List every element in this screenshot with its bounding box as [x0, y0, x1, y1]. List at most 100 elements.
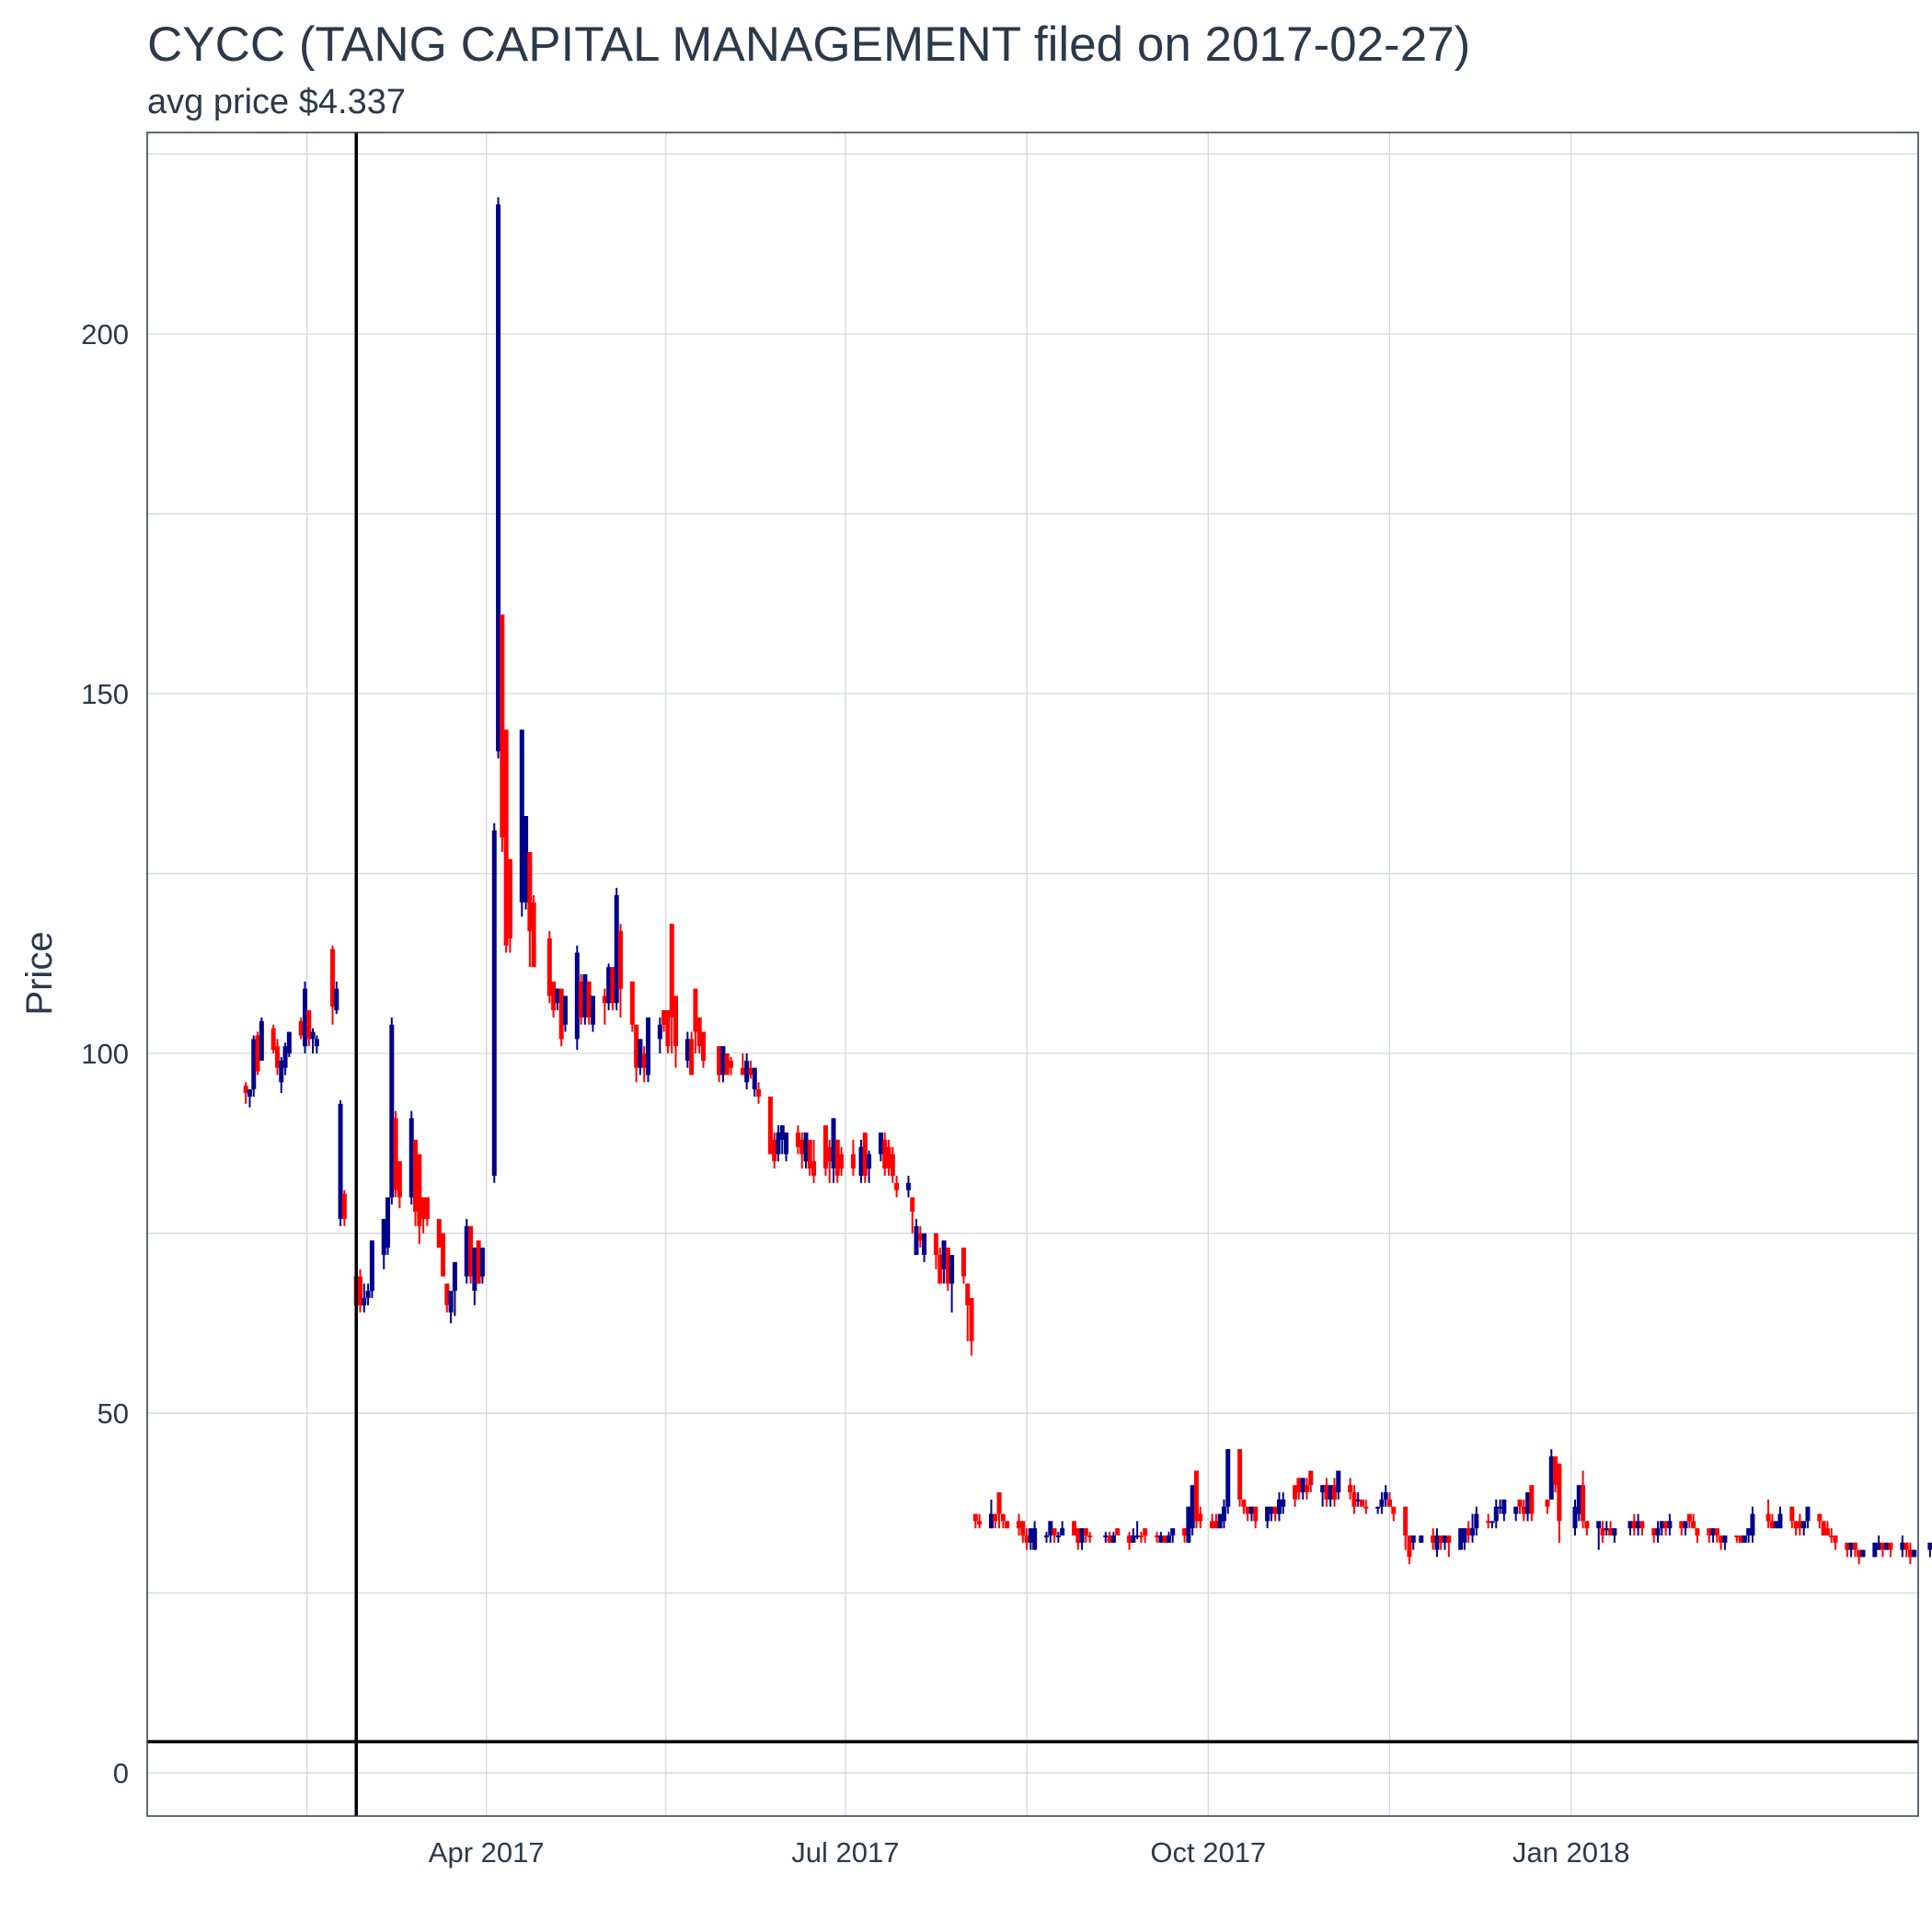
candle-body [965, 1283, 971, 1305]
candle-body [1833, 1535, 1838, 1543]
candle-body [1000, 1513, 1006, 1522]
candle-body [338, 1103, 343, 1219]
candle-body [617, 931, 623, 989]
candle-body [1824, 1528, 1830, 1535]
candle-body [1927, 1542, 1932, 1550]
candle-body [574, 952, 580, 1040]
candle-body [1600, 1528, 1605, 1535]
candle-body [1821, 1521, 1826, 1535]
candle-body [1553, 1455, 1558, 1486]
candle-body [365, 1291, 371, 1298]
candle-body [1636, 1521, 1641, 1529]
candle-body [1513, 1506, 1519, 1514]
candle-body [858, 1146, 864, 1176]
candle-body [1667, 1521, 1673, 1529]
candle-body [389, 1024, 395, 1198]
y-tick-label: 100 [81, 1038, 129, 1070]
candle-body [1028, 1528, 1033, 1543]
candle-body [969, 1297, 974, 1341]
candle-body [752, 1067, 757, 1090]
candle-body [977, 1521, 983, 1525]
candle-body [993, 1513, 998, 1522]
candle-body [1604, 1528, 1609, 1531]
candle-body [1572, 1506, 1578, 1529]
candle-body [251, 1039, 257, 1090]
candle-body [756, 1089, 762, 1097]
candle-body [1888, 1542, 1893, 1550]
candle-body [1631, 1521, 1637, 1529]
candle-body [1655, 1528, 1661, 1535]
candle-body [1793, 1521, 1799, 1529]
candle-body [1900, 1542, 1905, 1550]
candle-body [886, 1146, 891, 1169]
candle-body [1110, 1535, 1116, 1543]
candle-body [1115, 1528, 1121, 1535]
candle-body [1805, 1506, 1811, 1522]
candle-body [358, 1276, 363, 1305]
candle-body [1032, 1528, 1038, 1550]
candle-body [960, 1248, 966, 1277]
candle-body [1707, 1528, 1712, 1535]
candle-body [1387, 1499, 1393, 1507]
candle-body [1087, 1535, 1093, 1537]
candle-body [717, 1046, 722, 1075]
candle-body [1072, 1521, 1077, 1535]
candle-body [894, 1182, 900, 1190]
candle-body [1596, 1521, 1602, 1529]
candle-body [1410, 1535, 1416, 1543]
candle-body [1498, 1506, 1503, 1509]
candle-body [1750, 1513, 1755, 1535]
candle-body [1434, 1535, 1440, 1550]
candle-body [1048, 1521, 1053, 1535]
candle-body [807, 1139, 812, 1169]
candle-body [665, 1010, 671, 1047]
candle-body [1797, 1521, 1802, 1529]
x-tick-label: Jan 2018 [1512, 1836, 1630, 1869]
candle-body [1829, 1535, 1834, 1537]
candle-body [1143, 1528, 1148, 1535]
x-tick-label: Apr 2017 [429, 1836, 545, 1869]
candle-body [579, 981, 584, 1018]
candle-body [1055, 1535, 1061, 1537]
candle-body [724, 1053, 730, 1075]
candle-body [1134, 1535, 1140, 1537]
candle-body [1363, 1506, 1369, 1509]
candle-body [1331, 1485, 1337, 1500]
candle-body [1525, 1492, 1531, 1514]
candle-body [917, 1233, 923, 1241]
candle-body [1774, 1521, 1779, 1529]
candle-body [1714, 1528, 1719, 1535]
candle-body [1884, 1542, 1890, 1550]
candle-body [831, 1118, 836, 1169]
candle-body [1419, 1535, 1424, 1543]
candle-body [914, 1225, 919, 1255]
candle-body [1375, 1506, 1381, 1509]
candle-body [1300, 1478, 1305, 1493]
candle-body [1391, 1506, 1397, 1514]
candle-body [1912, 1549, 1917, 1558]
candle-body [472, 1248, 477, 1292]
candle-body [776, 1133, 781, 1155]
candle-body [546, 937, 552, 996]
candle-body [748, 1067, 753, 1075]
candle-body [1213, 1521, 1219, 1529]
y-tick-label: 50 [98, 1397, 129, 1430]
candle-body [1170, 1528, 1176, 1535]
candle-body [827, 1146, 833, 1162]
candle-body [479, 1248, 485, 1277]
candle-body [1722, 1535, 1728, 1543]
candle-body [1501, 1499, 1507, 1514]
candle-body [1241, 1499, 1247, 1507]
candle-body [1880, 1542, 1885, 1550]
candle-body [839, 1154, 845, 1169]
candle-body [1734, 1535, 1740, 1537]
candle-body [1379, 1499, 1385, 1507]
candle-body [1801, 1521, 1807, 1529]
candle-body [972, 1513, 978, 1522]
candle-body [779, 1125, 785, 1140]
candle-body [555, 988, 560, 1004]
candle-body [302, 988, 307, 1047]
candle-body [310, 1031, 316, 1040]
candle-body [274, 1046, 280, 1068]
